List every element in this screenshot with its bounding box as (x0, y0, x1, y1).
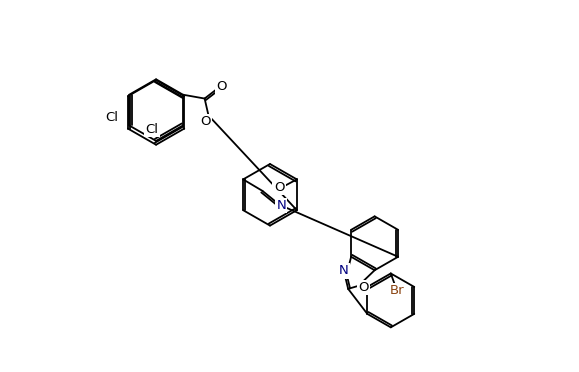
Text: N: N (339, 264, 349, 278)
Text: Br: Br (390, 284, 404, 297)
Text: Cl: Cl (105, 111, 118, 124)
Text: Cl: Cl (146, 123, 159, 136)
Text: O: O (358, 281, 369, 294)
Text: O: O (200, 115, 211, 128)
Text: O: O (217, 80, 227, 93)
Text: N: N (276, 199, 286, 212)
Text: O: O (274, 180, 284, 193)
